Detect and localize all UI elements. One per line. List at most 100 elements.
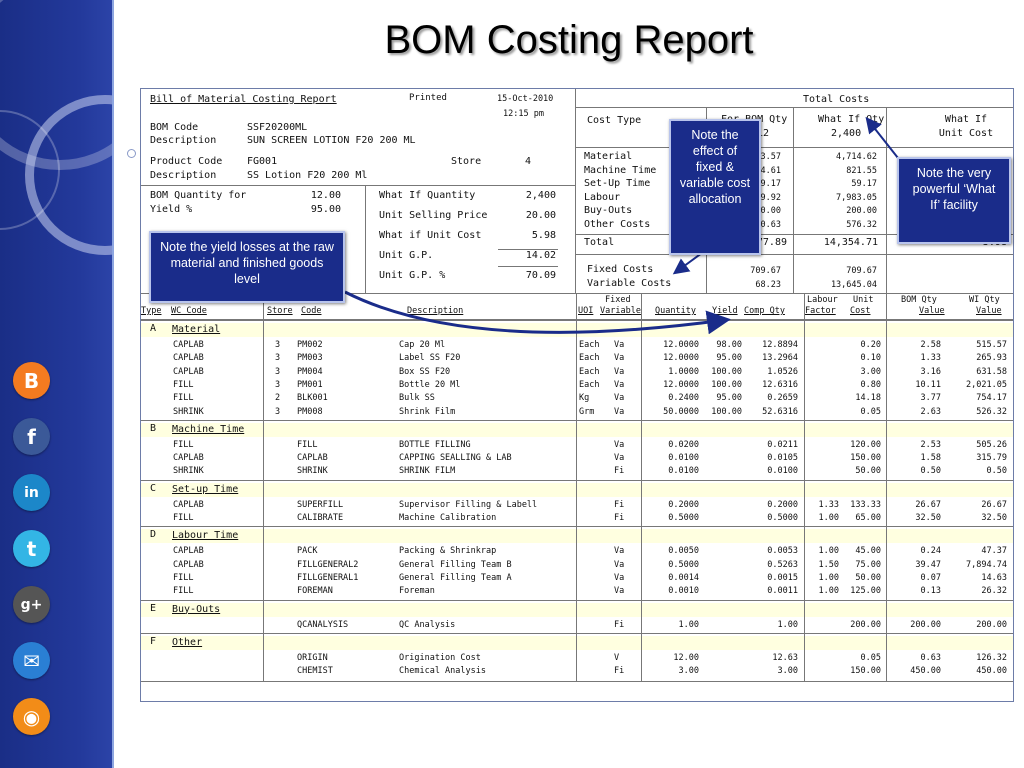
row-store: 3: [275, 340, 281, 350]
row-wc-code: CAPLAB: [173, 453, 204, 464]
col-unit-cost: What If: [944, 114, 988, 125]
row-code: BLK001: [297, 393, 328, 404]
row-code: FILLGENERAL2: [297, 559, 359, 570]
table-row: FILL FILL BOTTLE FILLING Va 0.0200 0.0211 120.…: [141, 440, 1013, 453]
yield-label: Yield %: [150, 204, 193, 215]
whatif-value: 70.09: [525, 270, 556, 281]
col-fixed-top: Fixed: [605, 295, 631, 305]
row-description: CAPPING SEALLING & LAB: [399, 453, 512, 464]
row-store: 3: [275, 406, 281, 417]
col-wi-top: WI Qty: [969, 295, 1000, 305]
row-description: SHRINK FILM: [399, 466, 456, 477]
section-letter: F: [150, 635, 157, 647]
row-uc: 0.80: [860, 379, 881, 390]
row-bom: 0.13: [920, 586, 941, 597]
row-code: FOREMAN: [297, 586, 333, 597]
cost-bom-value: 4.61: [760, 165, 781, 176]
row-wc-code: CAPLAB: [173, 546, 204, 557]
row-qty: 12.00: [673, 652, 699, 663]
table-row: CAPLAB 3 PM004 Box SS F20 Each Va 1.0000 100.00…: [141, 367, 1013, 380]
facebook-icon[interactable]: f: [13, 418, 50, 455]
blogger-icon[interactable]: B: [13, 362, 50, 399]
row-description: Packing & Shrinkrap: [399, 546, 497, 557]
row-qty: 3.00: [678, 666, 699, 677]
store-label: Store: [451, 156, 482, 167]
row-qty: 0.0100: [668, 453, 699, 464]
row-fv: Va: [614, 366, 625, 377]
store-value: 4: [525, 156, 532, 167]
total-bom: 777.89: [750, 237, 787, 248]
col-quantity: Quantity: [655, 306, 696, 316]
row-uc: 200.00: [850, 619, 881, 630]
row-yld: 95.00: [716, 353, 742, 364]
row-wi: 47.37: [981, 546, 1007, 557]
row-uoi: Each: [579, 366, 600, 377]
row-fv: Fi: [614, 513, 625, 523]
email-icon[interactable]: ✉: [13, 642, 50, 679]
row-qty: 0.2400: [668, 393, 699, 404]
row-fv: Fi: [614, 619, 625, 630]
google-plus-icon[interactable]: g+: [13, 586, 50, 623]
row-code: SUPERFILL: [297, 499, 344, 510]
row-comp: 0.0100: [767, 466, 798, 477]
row-wc-code: CAPLAB: [173, 499, 204, 510]
row-uc: 0.10: [860, 353, 881, 364]
row-description: Foreman: [399, 586, 435, 597]
cost-whatif-value: 59.17: [851, 179, 877, 189]
col-comp-qty: Comp Qty: [744, 306, 785, 316]
cost-bom-value: 200.00: [750, 206, 781, 216]
row-wc-code: FILL: [173, 393, 194, 404]
row-bom: 450.00: [910, 666, 941, 677]
row-comp: 12.8894: [762, 340, 798, 350]
row-bom: 2.53: [920, 439, 941, 450]
row-code: PM008: [297, 406, 323, 417]
row-lf: 1.50: [818, 559, 839, 570]
row-fv: Fi: [614, 466, 625, 477]
row-wi: 126.32: [976, 652, 1007, 663]
row-uc: 150.00: [850, 666, 881, 677]
row-wi: 515.57: [976, 340, 1007, 350]
cost-bom-value: 39.92: [755, 192, 781, 203]
row-bom: 2.63: [920, 406, 941, 417]
col-unit-cost-sub: Unit Cost: [938, 128, 994, 139]
row-bom: 0.24: [920, 546, 941, 557]
row-wc-code: FILL: [173, 572, 194, 583]
printed-date: 15-Oct-2010: [497, 94, 554, 104]
row-qty: 0.0200: [668, 439, 699, 450]
row-fv: Va: [614, 393, 625, 404]
cost-whatif-value: 7,983.05: [836, 192, 877, 203]
total-label: Total: [584, 237, 615, 248]
col-divider: [576, 320, 577, 683]
row-uc: 0.05: [860, 406, 881, 417]
table-row: SHRINK 3 PM008 Shrink Film Grm Va 50.0000 100.0…: [141, 407, 1013, 420]
row-uc: 65.00: [855, 513, 881, 523]
bom-report: Bill of Material Costing Report Printed …: [140, 88, 1014, 702]
twitter-icon[interactable]: t: [13, 530, 50, 567]
row-fv: Va: [614, 559, 625, 570]
row-description: General Filling Team B: [399, 559, 512, 570]
section-divider: [141, 479, 1013, 481]
row-wi: 526.32: [976, 406, 1007, 417]
row-uc: 50.00: [855, 572, 881, 583]
cost-whatif-value: 200.00: [846, 206, 877, 216]
linkedin-icon[interactable]: in: [13, 474, 50, 511]
rss-icon[interactable]: ◉: [13, 698, 50, 735]
row-wi: 26.67: [981, 499, 1007, 510]
row-uoi: Kg: [579, 393, 590, 404]
table-row: CAPLAB CAPLAB CAPPING SEALLING & LAB Va 0.01…: [141, 453, 1013, 466]
variable-bom: 68.23: [755, 280, 781, 290]
total-costs-title: Total Costs: [803, 94, 870, 105]
cost-type-label: Machine Time: [584, 164, 657, 176]
row-qty: 1.0000: [668, 366, 699, 377]
row-store: 3: [275, 366, 281, 377]
row-description: Label SS F20: [399, 353, 461, 364]
col-store: Store: [267, 306, 293, 316]
table-row: FILL FILLGENERAL1 General Filling Team A Va…: [141, 573, 1013, 586]
table-row: ORIGIN Origination Cost V 12.00 12.63 0.05 0.6…: [141, 653, 1013, 666]
printed-label: Printed: [409, 93, 447, 103]
col-fixed-variable: Variable: [600, 306, 641, 316]
row-fv: Va: [614, 353, 625, 364]
row-wi: 200.00: [976, 619, 1007, 630]
col-divider: [263, 294, 264, 319]
